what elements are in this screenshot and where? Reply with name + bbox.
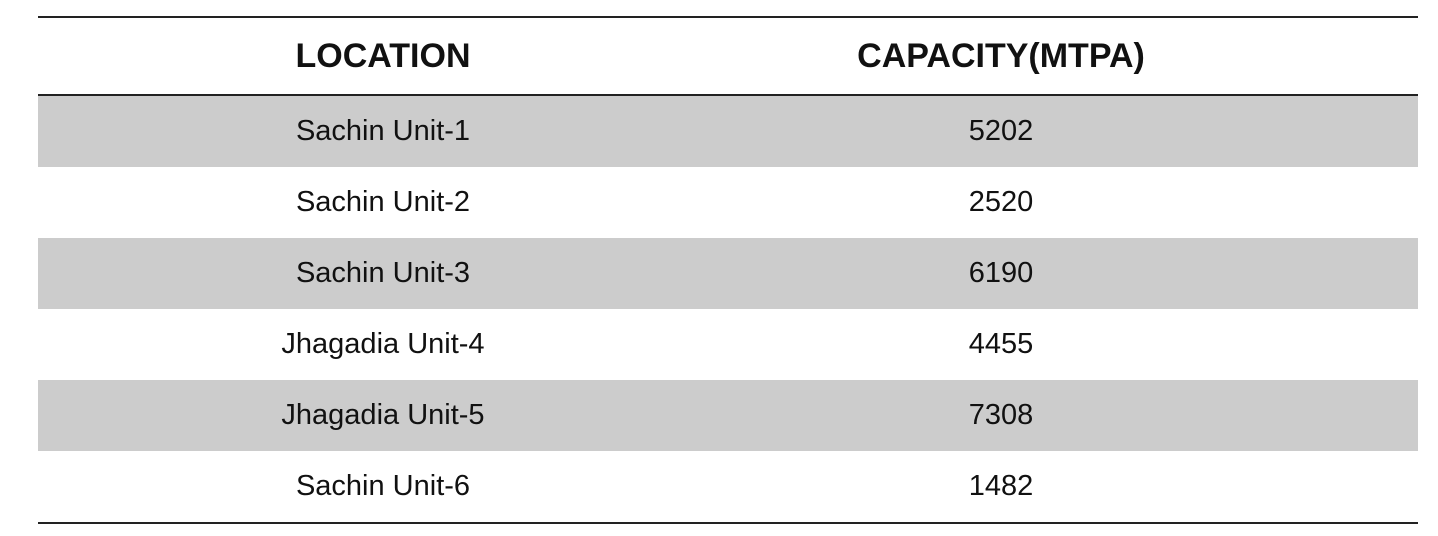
header-row: LOCATION CAPACITY(MTPA) bbox=[38, 16, 1418, 96]
row-spacer bbox=[1274, 95, 1418, 167]
capacity-cell: 1482 bbox=[728, 451, 1274, 524]
location-cell: Jhagadia Unit-5 bbox=[38, 380, 728, 451]
location-cell: Jhagadia Unit-4 bbox=[281, 328, 485, 360]
table-row: Sachin Unit-6 1482 bbox=[38, 451, 1418, 524]
table-row: Sachin Unit-1 5202 bbox=[38, 95, 1418, 167]
table-row: Jhagadia Unit-4 4455 bbox=[38, 309, 1418, 380]
header-spacer bbox=[1274, 16, 1418, 96]
capacity-cell: 5202 bbox=[728, 95, 1274, 167]
table-body: Sachin Unit-1 5202 Sachin Unit-2 2520 Sachin… bbox=[38, 95, 1418, 524]
row-spacer bbox=[1274, 380, 1418, 451]
location-cell: Sachin Unit-3 bbox=[38, 238, 728, 309]
row-spacer bbox=[1274, 238, 1418, 309]
table-row: Sachin Unit-3 6190 bbox=[38, 238, 1418, 309]
capacity-cell: 2520 bbox=[968, 186, 1034, 218]
location-cell: Sachin Unit-1 bbox=[38, 95, 728, 167]
capacity-cell: 7308 bbox=[728, 380, 1274, 451]
table-row: Sachin Unit-2 2520 bbox=[38, 167, 1418, 238]
row-spacer bbox=[1274, 309, 1418, 380]
capacity-table: LOCATION CAPACITY(MTPA) Sachin Unit-1 520… bbox=[38, 16, 1418, 524]
header-cell: CAPACITY(MTPA) bbox=[728, 16, 1274, 96]
location-cell: Sachin Unit-6 bbox=[38, 451, 728, 524]
row-spacer bbox=[1274, 167, 1418, 238]
location-cell: Sachin Unit-2 bbox=[295, 186, 471, 218]
header-cell: LOCATION bbox=[38, 16, 728, 96]
capacity-cell: 4455 bbox=[968, 328, 1034, 360]
row-spacer bbox=[1274, 451, 1418, 524]
table-row: Jhagadia Unit-5 7308 bbox=[38, 380, 1418, 451]
capacity-cell: 6190 bbox=[728, 238, 1274, 309]
